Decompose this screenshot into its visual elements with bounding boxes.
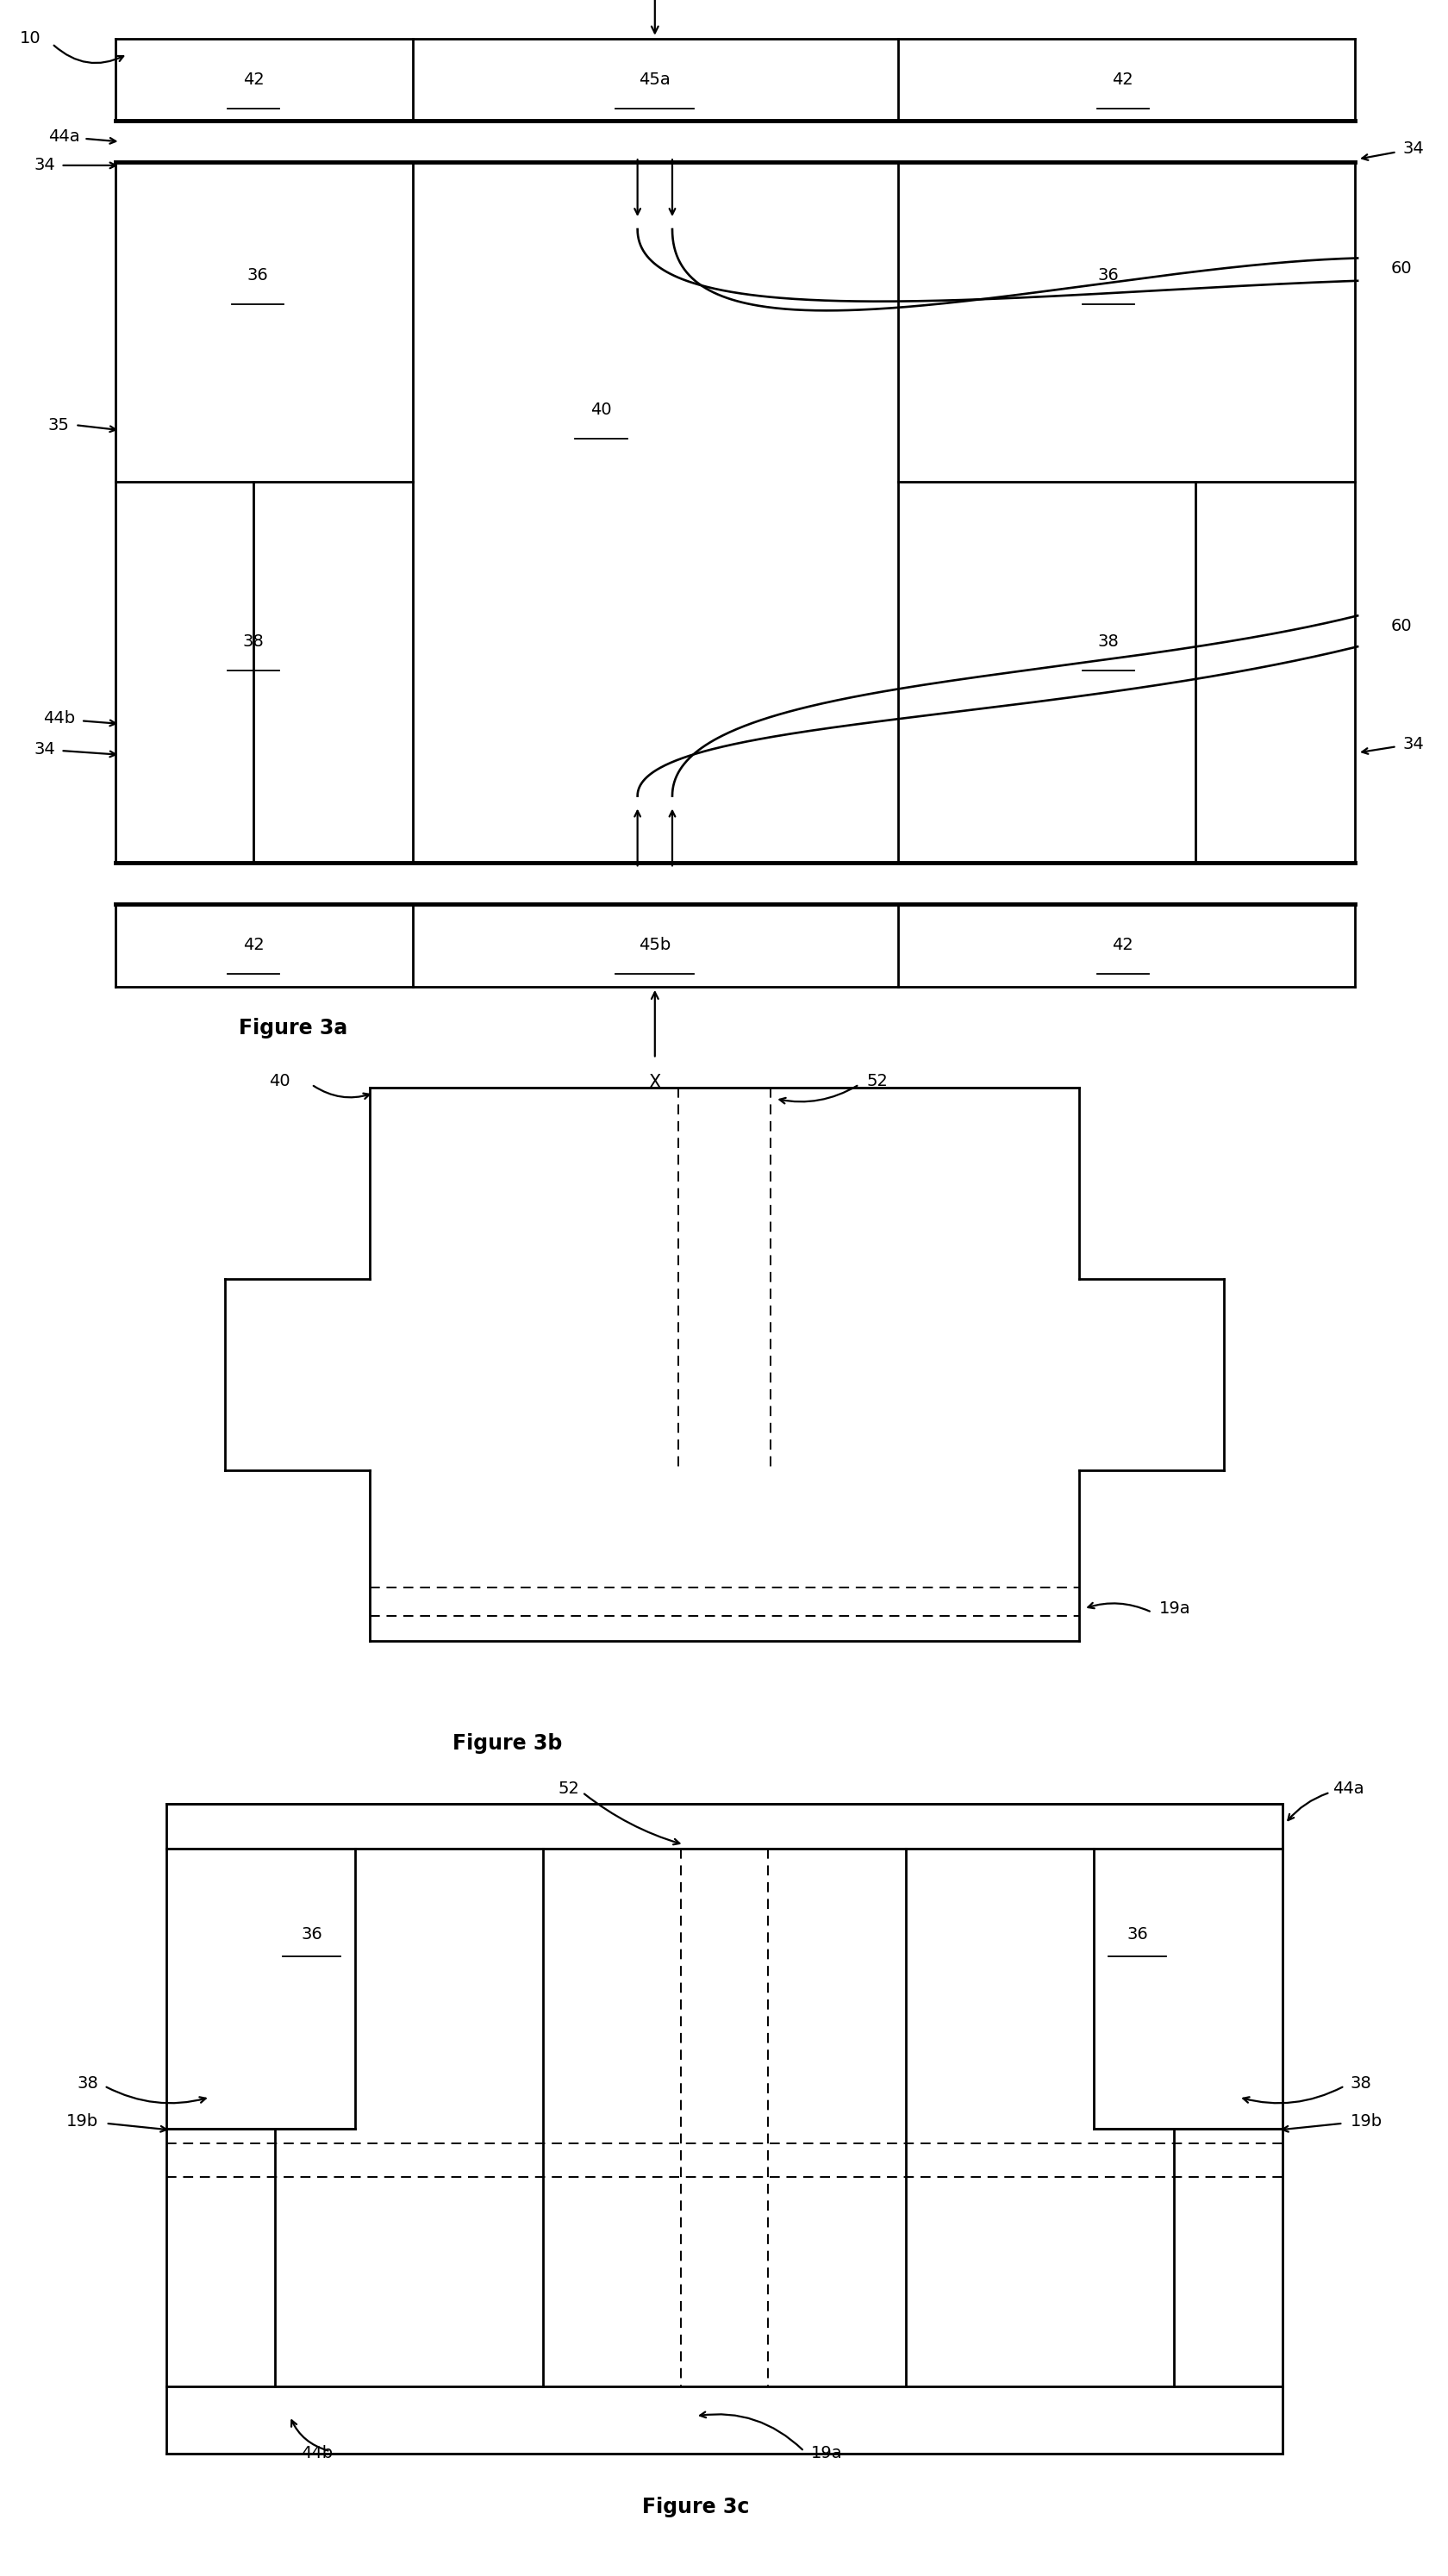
Text: 42: 42 [1112, 938, 1132, 953]
Text: 36: 36 [248, 268, 268, 283]
Text: 36: 36 [1127, 1927, 1147, 1942]
Text: Figure 3b: Figure 3b [452, 1734, 562, 1754]
Text: 38: 38 [243, 634, 264, 649]
Text: Figure 3a: Figure 3a [239, 1018, 348, 1038]
Text: 52: 52 [866, 1072, 888, 1090]
Text: 42: 42 [243, 938, 264, 953]
Text: 19b: 19b [67, 2112, 98, 2130]
Text: 40: 40 [268, 1072, 290, 1090]
Text: 42: 42 [1112, 72, 1132, 88]
Text: 44a: 44a [48, 129, 80, 144]
Text: 36: 36 [301, 1927, 321, 1942]
Text: 42: 42 [243, 72, 264, 88]
Text: 38: 38 [1098, 634, 1118, 649]
Text: 38: 38 [77, 2076, 98, 2092]
Text: 19b: 19b [1350, 2112, 1381, 2130]
Text: 38: 38 [1350, 2076, 1371, 2092]
Text: 34: 34 [33, 157, 55, 173]
Text: 45b: 45b [639, 938, 670, 953]
Text: 19a: 19a [1158, 1600, 1190, 1618]
Text: 44a: 44a [1332, 1780, 1364, 1798]
Text: 19a: 19a [811, 2445, 843, 2463]
Text: 34: 34 [1402, 737, 1423, 752]
Text: Figure 3c: Figure 3c [641, 2496, 749, 2517]
Text: 35: 35 [48, 417, 70, 433]
Text: 45a: 45a [639, 72, 670, 88]
Text: 44b: 44b [43, 711, 75, 726]
Text: 60: 60 [1390, 260, 1412, 276]
Text: 10: 10 [19, 31, 41, 46]
Text: 34: 34 [1402, 142, 1423, 157]
Text: 40: 40 [591, 402, 611, 417]
Text: 34: 34 [33, 742, 55, 757]
Text: 52: 52 [557, 1780, 579, 1798]
Text: X: X [649, 1074, 660, 1092]
Text: 60: 60 [1390, 618, 1412, 634]
Text: 44b: 44b [301, 2445, 333, 2463]
Text: 36: 36 [1098, 268, 1118, 283]
